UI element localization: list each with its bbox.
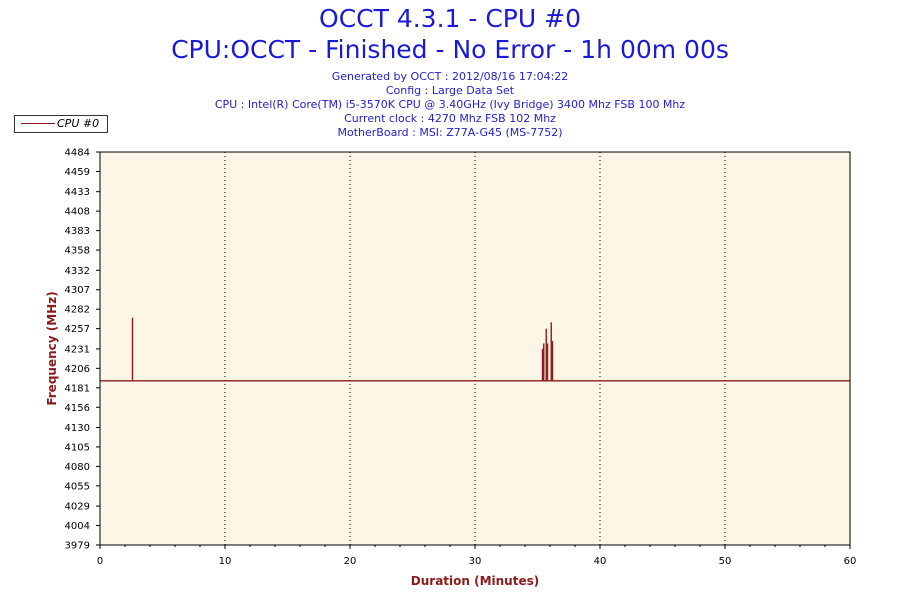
y-tick-label: 4307 [65, 285, 90, 296]
y-tick-label: 4257 [65, 324, 90, 335]
y-tick-label: 4156 [65, 403, 90, 414]
y-tick-label: 4282 [65, 305, 90, 316]
x-tick-label: 50 [719, 556, 732, 567]
legend-swatch [21, 123, 55, 124]
y-tick-label: 4130 [65, 423, 90, 434]
info-motherboard: MotherBoard : MSI: Z77A-G45 (MS-7752) [337, 126, 563, 139]
x-axis: 0 10 20 30 40 50 60 [97, 545, 857, 567]
y-tick-label: 4181 [65, 383, 90, 394]
x-tick-label: 10 [219, 556, 232, 567]
y-tick-label: 4231 [65, 344, 90, 355]
info-cpu: CPU : Intel(R) Core(TM) i5-3570K CPU @ 3… [214, 98, 686, 111]
y-tick-label: 4433 [65, 187, 90, 198]
legend: CPU #0 [14, 115, 108, 133]
y-tick-label: 4332 [65, 266, 90, 277]
info-generated: Generated by OCCT : 2012/08/16 17:04:22 [331, 70, 569, 83]
grid-lines [224, 152, 726, 545]
x-tick-label: 0 [97, 556, 103, 567]
y-tick-label: 4459 [65, 167, 90, 178]
info-config: Config : Large Data Set [385, 84, 515, 97]
y-tick-label: 4206 [65, 364, 90, 375]
x-tick-label: 20 [344, 556, 357, 567]
x-tick-label: 60 [844, 556, 857, 567]
x-tick-label: 40 [594, 556, 607, 567]
y-axis-title: Frequency (MHz) [45, 291, 59, 405]
y-tick-label: 4105 [65, 442, 90, 453]
y-tick-label: 4004 [65, 521, 90, 532]
y-tick-label: 4080 [65, 462, 90, 473]
y-tick-label: 3979 [65, 541, 90, 552]
chart-title: OCCT 4.3.1 - CPU #0 [319, 4, 581, 33]
y-tick-label: 4484 [65, 148, 90, 159]
info-current-clock: Current clock : 4270 Mhz FSB 102 Mhz [344, 112, 556, 125]
y-tick-label: 4358 [65, 246, 90, 257]
y-tick-label: 4029 [65, 502, 90, 513]
x-tick-label: 30 [469, 556, 482, 567]
chart-subtitle: CPU:OCCT - Finished - No Error - 1h 00m … [171, 35, 729, 64]
series-cpu0 [100, 317, 850, 382]
y-tick-label: 4055 [65, 481, 90, 492]
y-axis: 4484 4459 4433 4408 4383 4358 4332 4307 4282 4257… [65, 148, 100, 552]
legend-label: CPU #0 [57, 117, 100, 130]
y-tick-label: 4408 [65, 207, 90, 218]
y-tick-label: 4383 [65, 226, 90, 237]
x-axis-title: Duration (Minutes) [411, 574, 539, 588]
